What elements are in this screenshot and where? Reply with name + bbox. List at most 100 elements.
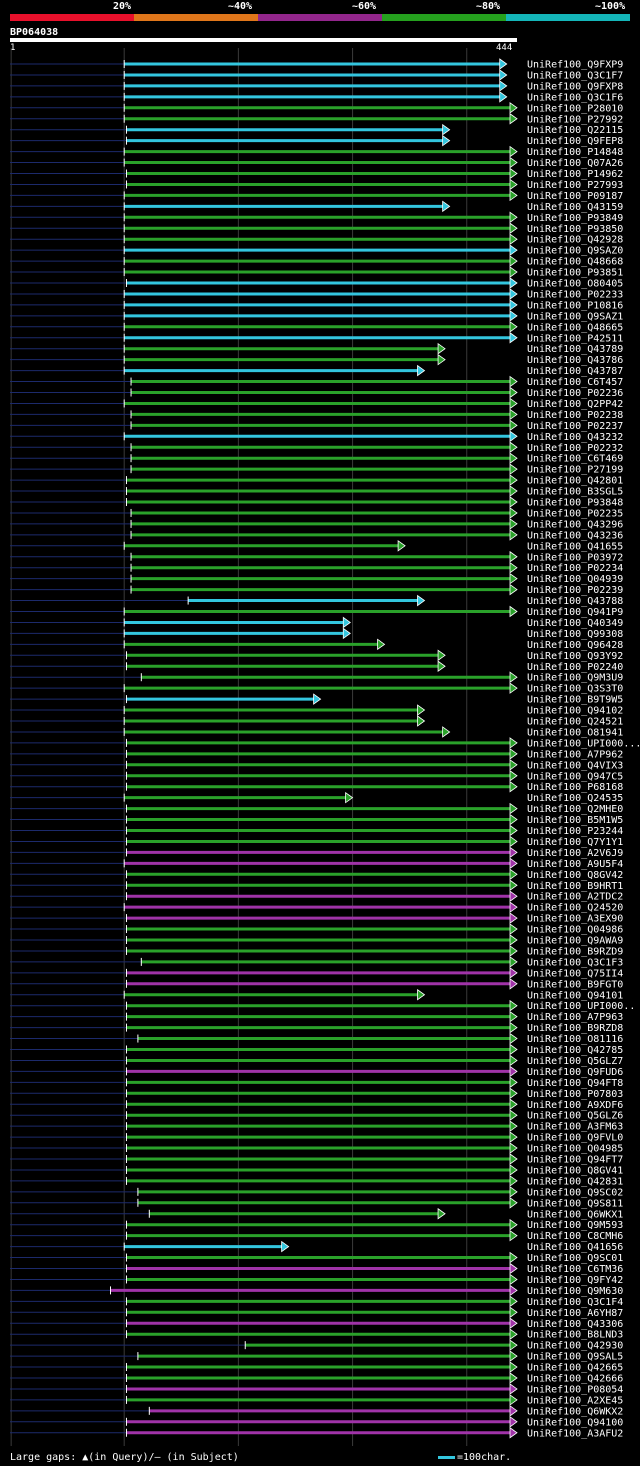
hit-label[interactable]: UniRef100_P93850 [527,224,623,235]
hit-label[interactable]: UniRef100_Q04986 [527,925,623,936]
hit-label[interactable]: UniRef100_O81116 [527,1034,623,1045]
hit-label[interactable]: UniRef100_C6TM36 [527,1264,623,1275]
hit-label[interactable]: UniRef100_Q24535 [527,793,623,804]
hit-label[interactable]: UniRef100_B9HRT1 [527,881,623,892]
hit-label[interactable]: UniRef100_P08054 [527,1384,623,1395]
hit-label[interactable]: UniRef100_Q8GV42 [527,870,623,881]
hit-label[interactable]: UniRef100_Q9S811 [527,1198,623,1209]
hit-label[interactable]: UniRef100_P02237 [527,421,623,432]
hit-label[interactable]: UniRef100_P02236 [527,388,623,399]
hit-label[interactable]: UniRef100_Q42666 [527,1374,623,1385]
hit-label[interactable]: UniRef100_P14962 [527,169,623,180]
hit-label[interactable]: UniRef100_P02233 [527,289,623,300]
hit-label[interactable]: UniRef100_A3AFU2 [527,1428,623,1439]
hit-label[interactable]: UniRef100_Q41655 [527,541,623,552]
hit-label[interactable]: UniRef100_A2XE45 [527,1395,623,1406]
hit-label[interactable]: UniRef100_Q42930 [527,1341,623,1352]
hit-label[interactable]: UniRef100_Q6WKX1 [527,1209,623,1220]
hit-label[interactable]: UniRef100_P68168 [527,782,623,793]
hit-label[interactable]: UniRef100_Q94102 [527,706,623,717]
hit-label[interactable]: UniRef100_Q9M3U9 [527,673,623,684]
hit-label[interactable]: UniRef100_O80405 [527,279,623,290]
hit-label[interactable]: UniRef100_Q40349 [527,618,623,629]
hit-label[interactable]: UniRef100_P02234 [527,563,623,574]
hit-label[interactable]: UniRef100_A7P962 [527,749,623,760]
hit-label[interactable]: UniRef100_P27993 [527,180,623,191]
hit-label[interactable]: UniRef100_Q9SAZ0 [527,246,623,257]
hit-label[interactable]: UniRef100_A9U5F4 [527,859,623,870]
hit-label[interactable]: UniRef100_A2V6J9 [527,848,623,859]
hit-label[interactable]: UniRef100_Q9FXP9 [527,60,623,71]
hit-label[interactable]: UniRef100_O81941 [527,727,623,738]
hit-label[interactable]: UniRef100_A7P963 [527,1012,623,1023]
hit-label[interactable]: UniRef100_Q9AWA9 [527,936,623,947]
hit-label[interactable]: UniRef100_Q9SAL5 [527,1352,623,1363]
hit-label[interactable]: UniRef100_A3FM63 [527,1122,623,1133]
hit-label[interactable]: UniRef100_Q22115 [527,125,623,136]
hit-label[interactable]: UniRef100_Q04939 [527,574,623,585]
hit-label[interactable]: UniRef100_Q3C1F3 [527,957,623,968]
hit-label[interactable]: UniRef100_B5M1W5 [527,815,623,826]
hit-label[interactable]: UniRef100_B9RZD9 [527,946,623,957]
hit-label[interactable]: UniRef100_P09187 [527,191,623,202]
hit-label[interactable]: UniRef100_Q43306 [527,1319,623,1330]
hit-label[interactable]: UniRef100_Q43787 [527,366,623,377]
hit-label[interactable]: UniRef100_Q43232 [527,432,623,443]
hit-label[interactable]: UniRef100_Q41656 [527,1242,623,1253]
hit-label[interactable]: UniRef100_Q9FY42 [527,1275,623,1286]
hit-label[interactable]: UniRef100_P07803 [527,1089,623,1100]
hit-label[interactable]: UniRef100_Q07A26 [527,158,623,169]
hit-label[interactable]: UniRef100_Q5GLZ6 [527,1111,623,1122]
hit-label[interactable]: UniRef100_P10816 [527,300,623,311]
hit-label[interactable]: UniRef100_Q3S3T0 [527,684,623,695]
hit-label[interactable]: UniRef100_Q94100 [527,1417,623,1428]
hit-label[interactable]: UniRef100_Q5GLZ7 [527,1056,623,1067]
hit-label[interactable]: UniRef100_Q9M593 [527,1220,623,1231]
hit-label[interactable]: UniRef100_Q9FUD6 [527,1067,623,1078]
hit-label[interactable]: UniRef100_A2TDC2 [527,892,623,903]
hit-label[interactable]: UniRef100_Q9SAZ1 [527,311,623,322]
hit-label[interactable]: UniRef100_B9T9W5 [527,695,623,706]
hit-label[interactable]: UniRef100_P02239 [527,585,623,596]
hit-label[interactable]: UniRef100_Q2MHE0 [527,804,623,815]
hit-label[interactable]: UniRef100_P93848 [527,498,623,509]
hit-label[interactable]: UniRef100_P03972 [527,552,623,563]
hit-label[interactable]: UniRef100_A9XDF6 [527,1100,623,1111]
hit-label[interactable]: UniRef100_Q9FEP8 [527,136,623,147]
hit-label[interactable]: UniRef100_P02240 [527,662,623,673]
hit-label[interactable]: UniRef100_Q48665 [527,322,623,333]
hit-label[interactable]: UniRef100_Q8GV41 [527,1165,623,1176]
hit-label[interactable]: UniRef100_Q43296 [527,519,623,530]
hit-label[interactable]: UniRef100_Q9FXP8 [527,81,623,92]
hit-label[interactable]: UniRef100_Q75II4 [527,968,623,979]
hit-label[interactable]: UniRef100_Q9M630 [527,1286,623,1297]
hit-label[interactable]: UniRef100_C6T457 [527,377,623,388]
hit-label[interactable]: UniRef100_Q43236 [527,530,623,541]
hit-label[interactable]: UniRef100_Q43788 [527,596,623,607]
hit-label[interactable]: UniRef100_P14848 [527,147,623,158]
hit-label[interactable]: UniRef100_Q7Y1Y1 [527,837,623,848]
hit-label[interactable]: UniRef100_Q4VIX3 [527,760,623,771]
hit-label[interactable]: UniRef100_B3SGL5 [527,487,623,498]
hit-label[interactable]: UniRef100_Q941P9 [527,607,623,618]
hit-label[interactable]: UniRef100_P27992 [527,114,623,125]
hit-label[interactable]: UniRef100_Q3C1F7 [527,70,623,81]
hit-label[interactable]: UniRef100_P02232 [527,443,623,454]
hit-label[interactable]: UniRef100_Q9SC02 [527,1187,623,1198]
hit-label[interactable]: UniRef100_Q3C1F6 [527,92,623,103]
hit-label[interactable]: UniRef100_Q42831 [527,1176,623,1187]
hit-label[interactable]: UniRef100_Q48668 [527,257,623,268]
hit-label[interactable]: UniRef100_UPI000.. [527,1001,635,1012]
hit-label[interactable]: UniRef100_Q24521 [527,717,623,728]
hit-label[interactable]: UniRef100_Q42665 [527,1363,623,1374]
hit-label[interactable]: UniRef100_P28010 [527,103,623,114]
hit-label[interactable]: UniRef100_Q24520 [527,903,623,914]
hit-label[interactable]: UniRef100_Q42785 [527,1045,623,1056]
hit-label[interactable]: UniRef100_P27199 [527,465,623,476]
hit-label[interactable]: UniRef100_P02235 [527,508,623,519]
hit-label[interactable]: UniRef100_Q94FT7 [527,1155,623,1166]
hit-label[interactable]: UniRef100_Q93Y92 [527,651,623,662]
hit-label[interactable]: UniRef100_Q43789 [527,344,623,355]
hit-label[interactable]: UniRef100_Q94101 [527,990,623,1001]
hit-label[interactable]: UniRef100_Q6WKX2 [527,1406,623,1417]
